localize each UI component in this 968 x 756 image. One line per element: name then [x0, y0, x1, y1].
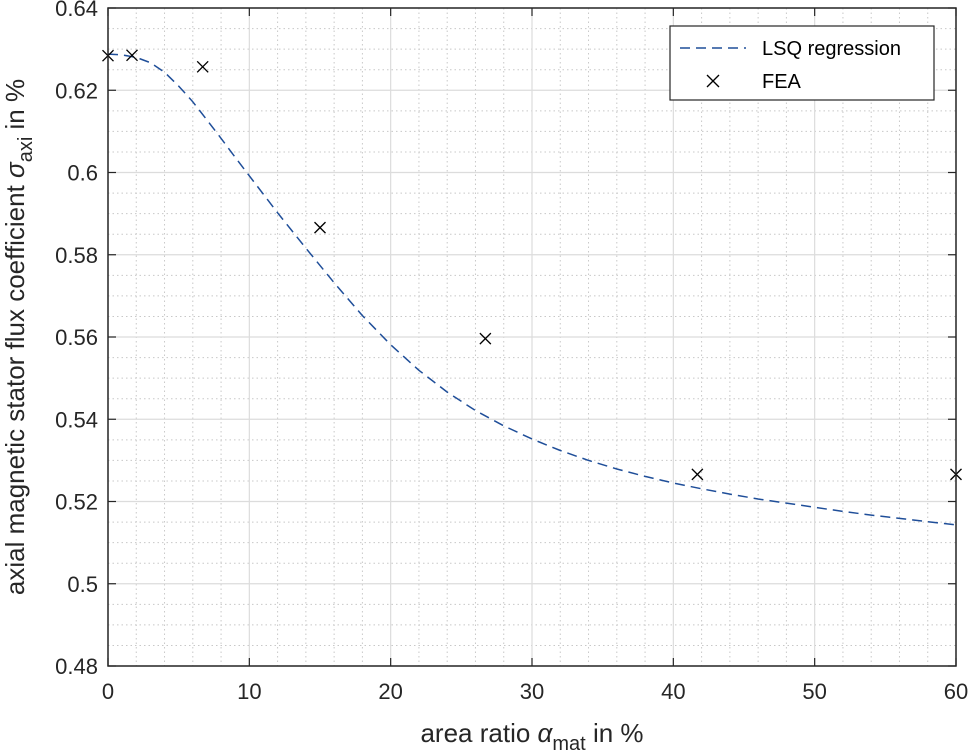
y-tick-label: 0.54: [55, 407, 98, 432]
legend: LSQ regression FEA: [669, 25, 935, 101]
y-tick-labels: 0.48 0.5 0.52 0.54 0.56 0.58 0.6 0.62 0.64: [55, 0, 98, 679]
y-tick-label: 0.52: [55, 490, 98, 515]
x-tick-label: 40: [661, 679, 685, 704]
data-point-stroke: [196, 60, 209, 73]
x-tick-label: 30: [520, 679, 544, 704]
y-tick-label: 0.64: [55, 0, 98, 21]
legend-marker-fea: [706, 74, 720, 88]
data-point-stroke: [479, 332, 492, 345]
data-point-stroke: [126, 49, 138, 62]
x-tick-label: 20: [378, 679, 402, 704]
data-point-fea: [691, 468, 704, 481]
data-point-fea: [126, 49, 138, 62]
y-tick-label: 0.56: [55, 325, 98, 350]
series-layer: [102, 49, 962, 526]
tick-marks: [107, 7, 957, 667]
x-tick-label: 50: [802, 679, 826, 704]
legend-box: [669, 25, 935, 101]
legend-label-fea: FEA: [762, 71, 802, 93]
y-tick-label: 0.48: [55, 654, 98, 679]
y-axis-label: axial magnetic stator flux coefficient σ…: [0, 79, 37, 595]
data-point-fea: [479, 332, 492, 345]
y-tick-label: 0.62: [55, 78, 98, 103]
y-tick-label: 0.5: [67, 572, 98, 597]
data-point-stroke: [691, 468, 704, 481]
y-tick-label: 0.6: [67, 161, 98, 186]
data-point-fea: [196, 60, 209, 73]
series-line-lsq-regression: [107, 53, 957, 526]
x-axis-label: area ratio αmat in %: [420, 718, 643, 755]
x-tick-labels: 0 10 20 30 40 50 60: [102, 679, 968, 704]
x-tick-label: 10: [237, 679, 261, 704]
data-point-fea: [314, 221, 326, 234]
x-tick-label: 0: [102, 679, 114, 704]
legend-label-lsq: LSQ regression: [762, 38, 901, 60]
x-tick-label: 60: [944, 679, 968, 704]
y-tick-label: 0.58: [55, 243, 98, 268]
data-point-stroke: [314, 221, 326, 234]
